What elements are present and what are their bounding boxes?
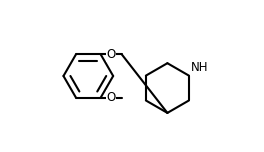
Text: O: O: [106, 91, 116, 104]
Text: O: O: [106, 48, 116, 61]
Text: NH: NH: [191, 61, 208, 74]
